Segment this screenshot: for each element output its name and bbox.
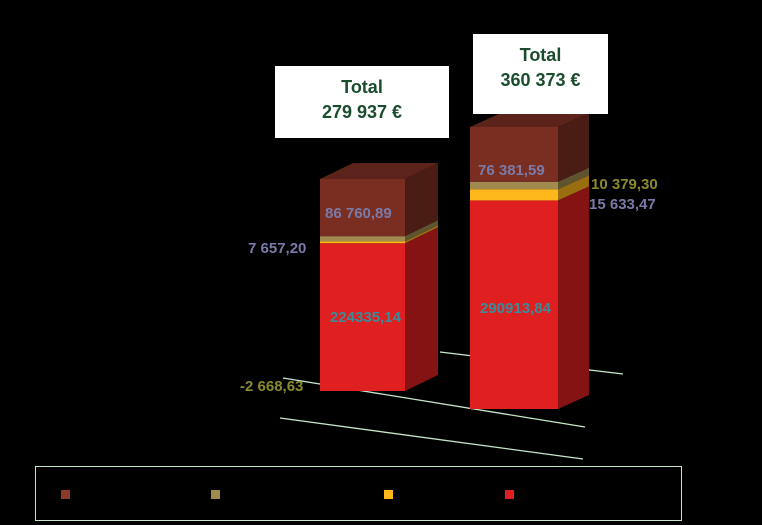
bar-1-segment-3-front: [320, 236, 405, 242]
legend-item-1: [61, 490, 76, 499]
data-label-bar-1-series-1: 224335,14: [330, 309, 402, 326]
bar-2-segment-3-side: [558, 167, 589, 190]
data-label-bar-1-series-4: 86 760,89: [325, 205, 392, 222]
floor-line-back: [279, 417, 584, 460]
bar-2-segment-2-front: [470, 189, 558, 201]
legend-swatch-4: [505, 490, 514, 499]
legend: [35, 466, 682, 521]
legend-swatch-2: [211, 490, 220, 499]
data-label-bar-1-series-2: -2 668,63: [240, 378, 303, 395]
bar-1-segment-4-side: [405, 162, 438, 237]
legend-item-4: [505, 490, 520, 499]
legend-item-2: [211, 490, 226, 499]
bar-1-segment-2-front: [320, 241, 405, 244]
data-label-bar-1-series-3: 7 657,20: [248, 240, 306, 257]
bar-1-segment-4-front: [320, 178, 405, 237]
legend-swatch-3: [384, 490, 393, 499]
bar-2-segment-1-side: [558, 186, 589, 409]
bar-1-segment-3-side: [405, 220, 438, 242]
bar-2-segment-1-front: [470, 200, 558, 409]
legend-item-3: [384, 490, 399, 499]
data-label-bar-2-series-2: 15 633,47: [589, 196, 656, 213]
data-label-bar-2-series-3: 10 379,30: [591, 176, 658, 193]
bar-2-segment-3-front: [470, 181, 558, 190]
bar-1-segment-2-side: [405, 225, 438, 244]
bar-1-segment-1-side: [405, 227, 438, 391]
bar-1-segment-1-front: [320, 243, 405, 391]
bar-2-top: [470, 112, 589, 127]
data-label-bar-2-series-1: 290913,84: [480, 300, 552, 317]
total-label-1: Total 279 937 €: [275, 66, 449, 138]
bar-2-segment-4-side: [558, 112, 589, 182]
bar-1-top: [320, 162, 438, 179]
total-label-2: Total 360 373 €: [473, 34, 608, 114]
legend-swatch-1: [61, 490, 70, 499]
data-label-bar-2-series-4: 76 381,59: [478, 162, 545, 179]
bar-2-segment-4-front: [470, 126, 558, 182]
bar-2-segment-2-side: [558, 175, 589, 201]
